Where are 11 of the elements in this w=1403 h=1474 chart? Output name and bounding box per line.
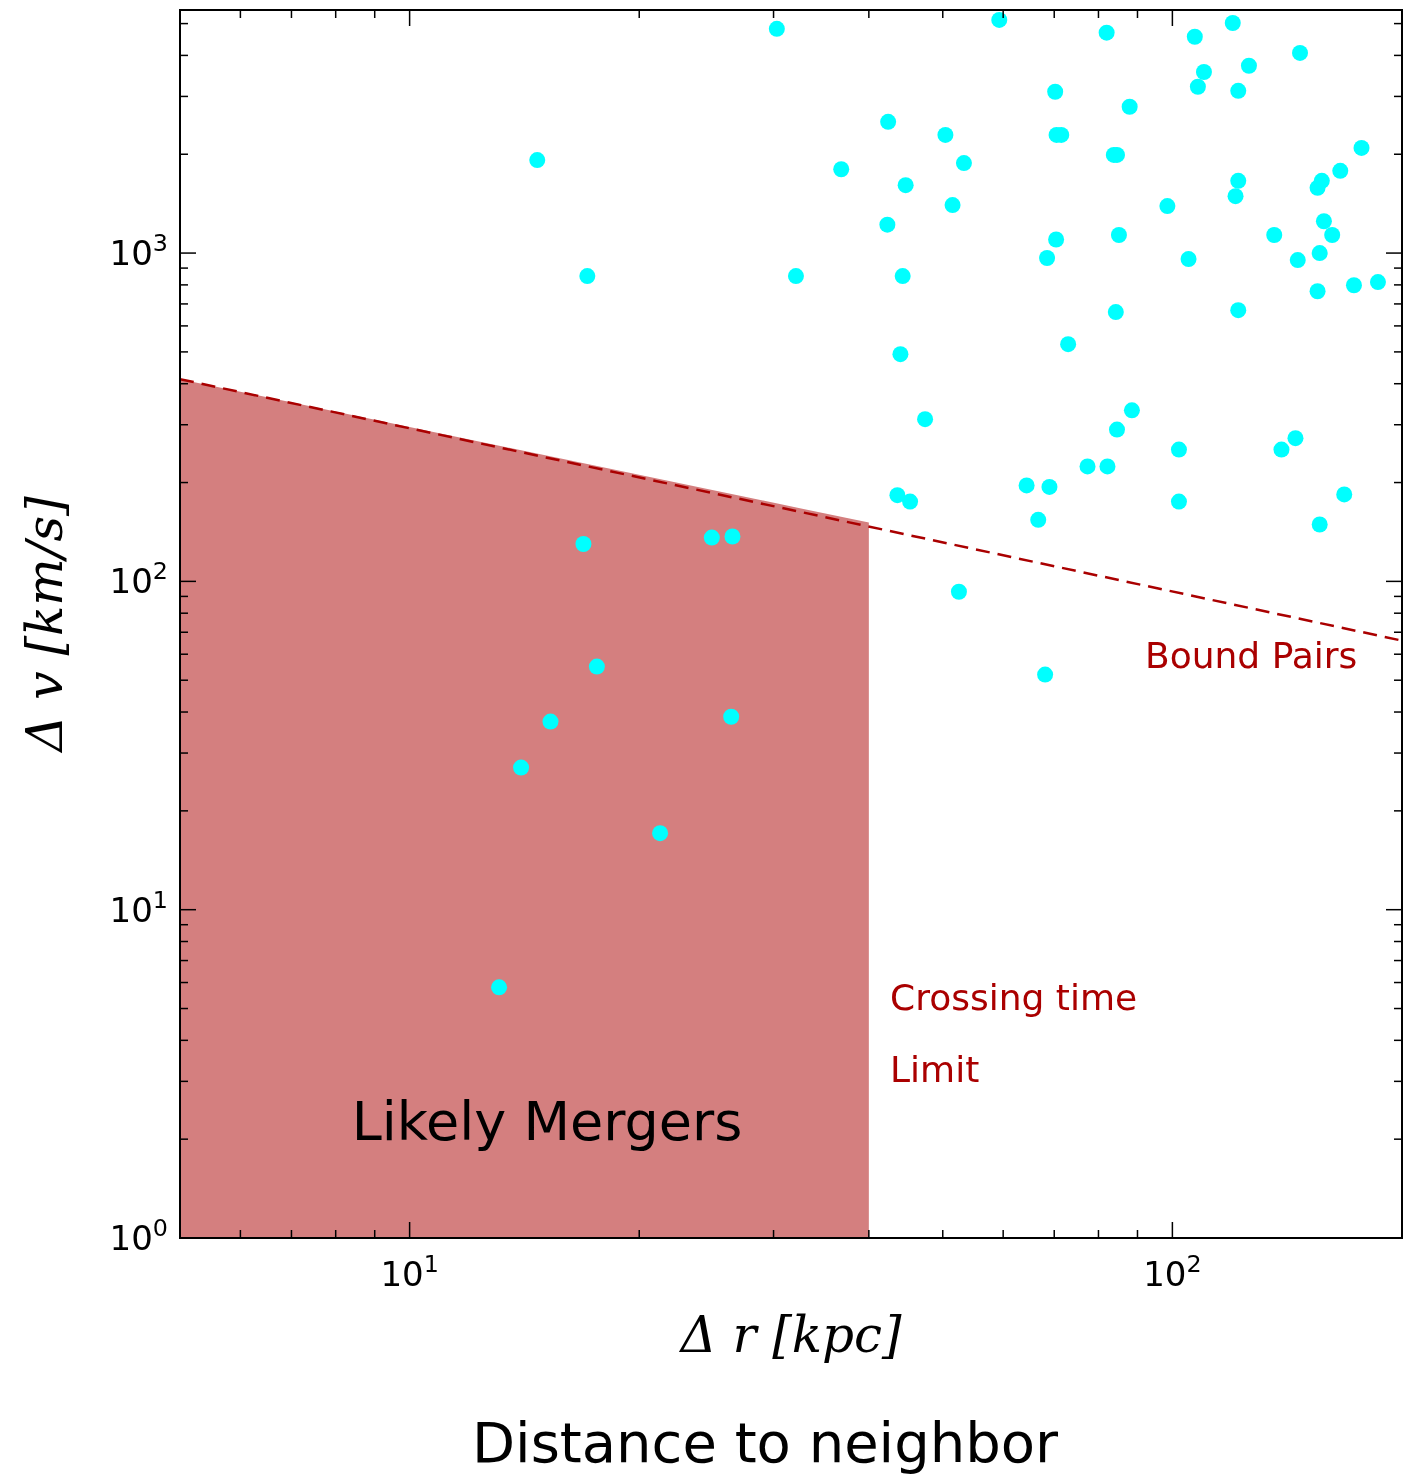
y-axis-title: Δ v [km/s] — [16, 495, 74, 754]
y-tick-label: 10$^{0}$ — [109, 1214, 168, 1258]
y-tick-label: 10$^{3}$ — [109, 229, 168, 274]
text: Distance to neighbor — [471, 1410, 1059, 1474]
annotation: Crossing time — [890, 977, 1138, 1018]
y-tick-label: 10$^{2}$ — [109, 557, 168, 602]
annotation: Likely Mergers — [351, 1090, 743, 1153]
y-tick-label: 10$^{1}$ — [109, 885, 168, 930]
x-axis-title: Δ r [kpc] — [678, 1306, 903, 1364]
annotation: Limit — [890, 1049, 980, 1090]
annotation: Bound Pairs — [1145, 635, 1358, 676]
